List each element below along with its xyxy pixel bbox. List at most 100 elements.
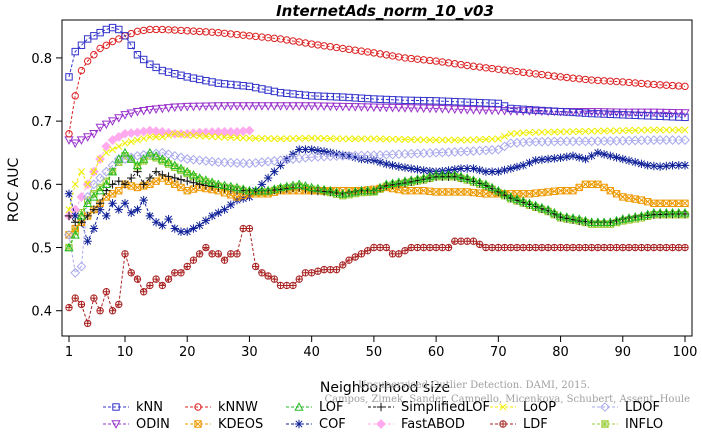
data-point-cof — [263, 173, 273, 183]
data-point-loop — [214, 133, 222, 141]
data-point-odin — [618, 108, 628, 118]
data-point-knn — [681, 113, 689, 122]
data-point-odin — [300, 102, 311, 111]
data-point-cof — [338, 150, 347, 160]
data-point-odin — [369, 103, 379, 113]
data-point-odin — [412, 104, 423, 113]
data-point-odin — [450, 105, 460, 115]
data-point-loop — [532, 128, 540, 136]
data-point-knnw — [65, 130, 73, 138]
data-point-cof — [413, 165, 422, 174]
data-point-cof — [189, 224, 198, 233]
legend-item-cof: COF — [286, 417, 346, 432]
data-point-lof — [667, 207, 678, 217]
data-point-lof — [363, 185, 373, 195]
series-ldof — [64, 135, 690, 278]
data-point-cof — [637, 159, 646, 168]
data-point-lof — [562, 212, 572, 221]
data-point-lof — [325, 185, 335, 195]
legend-marker — [600, 402, 610, 412]
legend-label: ODIN — [136, 417, 170, 432]
data-point-loop — [507, 130, 515, 138]
legend-item-lof: LOF — [286, 400, 344, 415]
data-point-cof — [456, 164, 466, 173]
data-point-loop — [314, 134, 322, 142]
data-point-loop — [339, 135, 347, 143]
data-point-loop — [594, 127, 602, 135]
legend-label: COF — [319, 417, 346, 432]
data-point-lof — [188, 169, 199, 179]
data-point-ldf — [600, 243, 608, 252]
data-point-knnw — [83, 57, 92, 65]
data-point-loop — [650, 126, 658, 134]
data-point-kdeos — [413, 186, 422, 195]
data-point-lof — [319, 184, 329, 194]
data-point-odin — [151, 105, 161, 114]
data-point-odin — [456, 105, 466, 115]
data-point-ldf — [121, 250, 129, 258]
data-point-ldf — [426, 243, 434, 252]
data-point-cof — [631, 158, 640, 167]
data-point-ldf — [513, 243, 521, 252]
data-point-lof — [213, 179, 223, 189]
data-point-loop — [544, 128, 552, 136]
data-point-ldf — [594, 243, 602, 252]
data-point-cof — [270, 167, 279, 176]
y-tick-label: 0.8 — [31, 52, 52, 67]
data-point-kdeos — [662, 199, 671, 207]
data-point-odin — [275, 102, 286, 111]
legend-label: LDF — [523, 417, 548, 432]
data-point-lof — [599, 217, 609, 226]
data-point-lof — [350, 186, 360, 196]
data-point-odin — [387, 103, 398, 113]
data-point-kdeos — [463, 188, 471, 196]
data-point-lof — [406, 175, 416, 184]
data-point-knn — [71, 47, 79, 56]
data-point-loop — [681, 126, 689, 134]
data-point-cof — [494, 167, 503, 176]
data-point-kdeos — [233, 193, 241, 201]
data-point-ldf — [65, 303, 73, 312]
data-point-lof — [593, 217, 603, 226]
data-point-odin — [661, 108, 671, 118]
data-point-odin — [269, 102, 279, 111]
data-point-knnw — [96, 44, 104, 53]
data-point-cof — [158, 221, 167, 230]
legend-label: kNN — [136, 400, 163, 415]
data-point-odin — [126, 109, 136, 119]
data-point-ldf — [183, 262, 191, 271]
data-point-simplifiedlof — [158, 170, 167, 180]
data-point-loop — [283, 135, 291, 143]
data-point-odin — [443, 105, 454, 114]
legend-item-odin: ODIN — [103, 417, 170, 432]
data-point-loop — [133, 136, 141, 144]
data-point-loop — [146, 133, 154, 141]
data-point-cof — [606, 151, 615, 161]
data-point-cof — [145, 211, 155, 221]
data-point-ldf — [563, 243, 571, 252]
data-point-cof — [668, 161, 677, 170]
data-point-ldof — [207, 156, 218, 167]
y-tick-label: 0.6 — [31, 178, 52, 193]
data-point-loop — [519, 129, 527, 137]
data-point-lof — [182, 166, 192, 176]
data-point-simplifiedlof — [64, 211, 74, 221]
data-point-odin — [680, 109, 690, 118]
data-point-loop — [420, 136, 428, 144]
data-point-ldf — [500, 243, 509, 252]
data-point-odin — [344, 103, 354, 112]
data-point-simplifiedlof — [89, 205, 99, 214]
data-point-knnw — [71, 92, 79, 100]
data-point-loop — [469, 136, 477, 144]
data-point-simplifiedlof — [145, 173, 155, 183]
data-point-loop — [65, 206, 73, 214]
data-point-lof — [219, 180, 230, 190]
data-point-cof — [587, 151, 596, 161]
legend-marker — [499, 420, 507, 428]
data-point-lof — [630, 212, 640, 221]
data-point-ldf — [675, 243, 683, 252]
data-point-odin — [170, 103, 180, 113]
data-point-cof — [400, 163, 410, 172]
data-point-ldof — [76, 261, 87, 272]
data-point-lof — [381, 179, 391, 189]
